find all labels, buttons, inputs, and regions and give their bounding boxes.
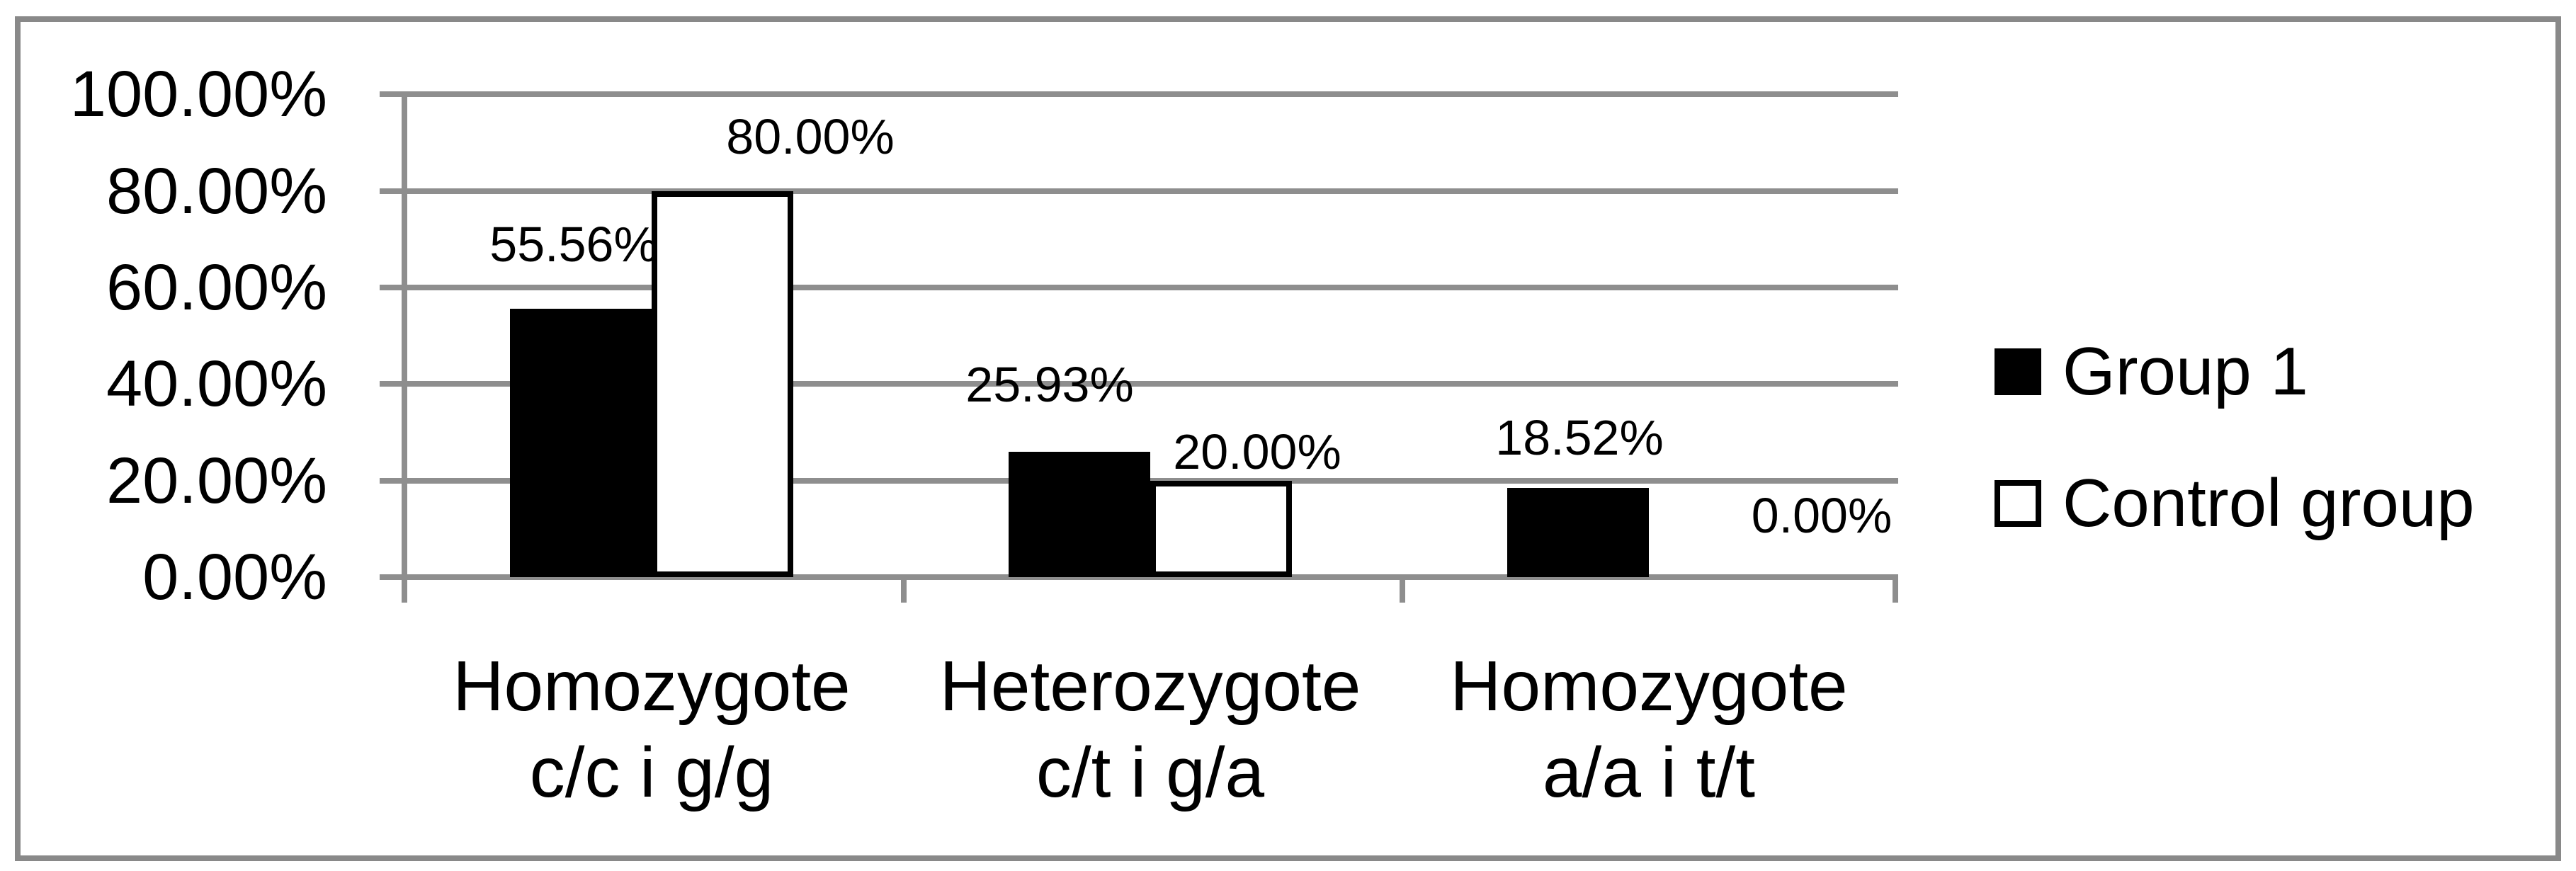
legend-label: Control group: [2062, 465, 2475, 541]
category-label-line2: a/a i t/t: [1542, 733, 1756, 812]
gridline-60: [380, 285, 1898, 291]
category-label: Homozygote a/a i t/t: [1330, 643, 1968, 816]
category-label-line1: Homozygote: [453, 647, 851, 726]
category-label: Homozygote c/c i g/g: [333, 643, 970, 816]
category-label-line1: Heterozygote: [939, 647, 1361, 726]
data-label: 80.00%: [726, 108, 895, 164]
chart-frame: [15, 16, 2561, 861]
gridline-0: [380, 574, 1898, 580]
data-label: 25.93%: [965, 357, 1134, 413]
category-label: Heterozygote c/t i g/a: [832, 643, 1469, 816]
legend-item-control-group: Control group: [1995, 469, 2475, 537]
y-axis-line: [402, 91, 407, 603]
data-label: 55.56%: [489, 217, 658, 273]
x-axis-tick: [901, 577, 907, 603]
x-axis-tick: [1893, 577, 1898, 603]
data-label: 18.52%: [1495, 409, 1664, 465]
y-tick-label: 40.00%: [106, 348, 327, 421]
y-tick-label: 60.00%: [106, 251, 327, 324]
x-axis-tick: [1400, 577, 1405, 603]
gridline-80: [380, 188, 1898, 194]
category-label-line2: c/t i g/a: [1035, 733, 1265, 812]
y-tick-label: 0.00%: [142, 541, 327, 613]
y-tick-label: 80.00%: [106, 154, 327, 227]
y-tick-label: 20.00%: [106, 444, 327, 517]
gridline-100: [380, 91, 1898, 98]
data-label: 20.00%: [1173, 423, 1341, 479]
bar-control-group-cat1: [652, 190, 793, 577]
category-label-line2: c/c i g/g: [529, 733, 774, 812]
bar-control-group-cat2: [1150, 480, 1292, 577]
y-tick-label: 100.00%: [69, 58, 327, 131]
bar-group-1-cat1: [510, 309, 652, 577]
bar-group-1-cat3: [1507, 487, 1649, 577]
data-label: 0.00%: [1751, 488, 1893, 543]
legend-swatch-icon: [1995, 480, 2041, 527]
legend-label: Group 1: [2062, 334, 2308, 409]
legend-swatch-icon: [1995, 348, 2041, 395]
gridline-40: [380, 381, 1898, 387]
category-label-line1: Homozygote: [1450, 647, 1848, 726]
legend-item-group-1: Group 1: [1995, 338, 2308, 406]
bar-group-1-cat2: [1009, 452, 1150, 577]
